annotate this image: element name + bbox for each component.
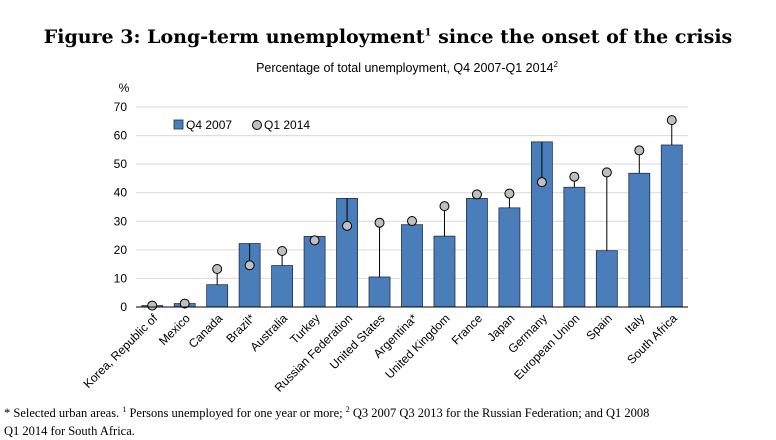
data-marker	[439, 201, 450, 212]
chart-subtitle-footnote-mark: 2	[553, 60, 558, 69]
bar	[303, 236, 326, 308]
legend-swatch-marker	[252, 120, 262, 130]
footnote-text-c: Q3 2007 Q3 2013 for the Russian Federati…	[349, 406, 650, 421]
data-marker	[212, 264, 223, 274]
data-marker	[536, 177, 547, 188]
data-marker	[601, 167, 612, 178]
bar	[660, 144, 683, 308]
bar	[563, 186, 586, 308]
bar	[368, 276, 391, 308]
y-tick-label: 40	[114, 186, 128, 200]
bar	[206, 284, 229, 308]
bar	[628, 172, 651, 308]
y-tick-label: 0	[120, 300, 127, 314]
bar	[433, 235, 456, 308]
bar	[466, 198, 488, 308]
chart-title-text: Figure 3: Long-term unemployment	[43, 26, 425, 48]
y-tick-label: 20	[114, 243, 128, 257]
data-marker	[179, 298, 190, 309]
data-marker	[569, 171, 580, 182]
data-marker	[309, 235, 320, 246]
footnote-line-2: Q1 2014 for South Africa.	[4, 424, 135, 439]
data-marker	[277, 246, 288, 256]
footnote-mark-1: 1	[122, 405, 127, 414]
chart-title-rest: since the onset of the crisis	[431, 26, 733, 48]
chart-subtitle-text: Percentage of total unemployment, Q4 200…	[256, 61, 554, 76]
y-tick-label: 60	[114, 129, 128, 143]
footnote: * Selected urban areas. 1 Persons unempl…	[4, 401, 764, 440]
bar	[595, 250, 618, 308]
chart-subtitle: Percentage of total unemployment, Q4 200…	[0, 60, 776, 75]
legend-swatch-bar	[173, 119, 184, 130]
y-tick-label: 30	[114, 214, 128, 228]
footnote-text-b: Persons unemployed for one year or more;	[126, 406, 346, 421]
x-tick-label: France	[449, 311, 486, 348]
data-marker	[666, 115, 677, 126]
data-marker	[407, 216, 417, 226]
data-marker	[244, 260, 255, 271]
y-axis-label: %	[119, 81, 130, 95]
x-tick-label: Italy	[622, 311, 647, 336]
data-marker	[471, 189, 482, 200]
x-tick-label: Canada	[186, 311, 226, 351]
data-marker	[342, 220, 353, 231]
bar	[271, 265, 294, 308]
data-marker	[374, 217, 385, 228]
y-tick-label: 70	[114, 100, 128, 114]
chart-title-footnote-mark: 1	[424, 27, 432, 39]
footnote-text-a: * Selected urban areas.	[4, 406, 123, 421]
bar	[498, 207, 521, 308]
y-tick-label: 50	[114, 157, 128, 171]
bar	[401, 224, 423, 308]
legend-label: Q4 2007	[186, 118, 232, 132]
footnote-line-1: * Selected urban areas. 1 Persons unempl…	[4, 401, 764, 422]
x-tick-label: Spain	[583, 311, 615, 343]
data-marker	[147, 300, 158, 311]
footnote-mark-2: 2	[345, 405, 350, 414]
y-tick-label: 10	[114, 271, 128, 285]
legend-label: Q1 2014	[264, 118, 310, 132]
chart-title: Figure 3: Long-term unemployment1 since …	[0, 26, 776, 48]
data-marker	[504, 188, 515, 199]
x-tick-label: Korea, Republic of	[81, 311, 161, 391]
data-marker	[634, 145, 645, 156]
